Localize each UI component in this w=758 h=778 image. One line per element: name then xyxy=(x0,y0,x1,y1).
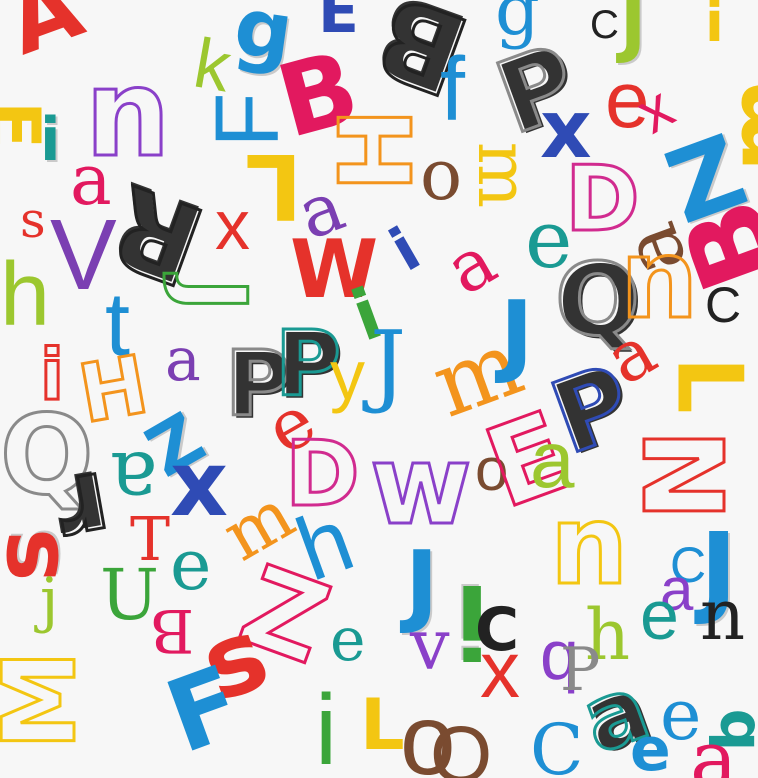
letter-e-glyph: e xyxy=(170,524,212,606)
letter-i-glyph: i xyxy=(705,0,724,54)
letter-u-glyph: U xyxy=(100,554,159,636)
letter-d-glyph: D xyxy=(564,147,642,252)
letter-h-glyph: h xyxy=(0,245,51,345)
letter-k-glyph: k xyxy=(188,23,237,107)
letter-a-glyph: a xyxy=(70,139,112,221)
letter-w-glyph: W xyxy=(290,223,379,316)
letter-c-glyph: C xyxy=(475,595,520,665)
letter-y-glyph: y xyxy=(330,336,365,414)
letter-v-glyph: v xyxy=(410,604,450,686)
letter-i-glyph: i xyxy=(40,105,61,175)
letter-j-glyph: J xyxy=(405,532,439,637)
letter-m-glyph: M xyxy=(0,649,99,752)
letter-c-glyph: C xyxy=(590,3,619,47)
letter-a-glyph: a xyxy=(530,415,575,504)
letter-w-glyph: w xyxy=(369,421,474,549)
letter-j-glyph: J xyxy=(158,277,266,314)
letter-e-glyph: e xyxy=(605,55,650,144)
letter-d-glyph: D xyxy=(284,422,362,527)
letter-e-glyph: e xyxy=(640,576,679,654)
letter-n-glyph: n xyxy=(700,574,746,656)
letter-s-glyph: s xyxy=(20,191,46,249)
letter-j-glyph: J xyxy=(620,0,647,66)
letter-p-glyph: P xyxy=(274,312,343,417)
letter-i-glyph: i xyxy=(315,674,338,778)
letter-s-glyph: s xyxy=(0,528,79,582)
letter-b-glyph: B xyxy=(150,595,195,665)
letter-a-glyph: a xyxy=(660,556,694,623)
letter-p-glyph: P xyxy=(224,332,293,437)
letter-c-glyph: C xyxy=(670,537,707,593)
letter-j-glyph: J xyxy=(500,282,534,387)
letter-x-glyph: x xyxy=(215,186,250,264)
letter-x-glyph: x xyxy=(540,83,592,176)
letter-x-glyph: x xyxy=(170,432,229,537)
letter-i-glyph: i xyxy=(39,334,66,416)
letter-p-glyph: P xyxy=(560,635,601,705)
letter-t-glyph: t xyxy=(105,275,131,375)
letter-e-glyph: e xyxy=(660,674,702,756)
letter-n-glyph: N xyxy=(621,427,752,522)
letter-t-glyph: T xyxy=(130,505,171,575)
letter-q-glyph: Q xyxy=(0,391,95,519)
letter-a-glyph: A xyxy=(0,0,96,76)
letter-j-glyph: j xyxy=(40,565,59,635)
letter-o-glyph: o xyxy=(420,134,463,216)
letter-n-glyph: n xyxy=(83,45,171,184)
letter-x-glyph: x xyxy=(480,625,520,714)
letter-g-glyph: g xyxy=(495,0,540,51)
letter-e-glyph: e xyxy=(525,193,573,286)
letter-e-glyph: E xyxy=(318,0,359,47)
letter-q-glyph: Q xyxy=(430,710,493,778)
letter-n-glyph: n xyxy=(548,481,629,609)
letter-e-glyph: e xyxy=(630,715,671,778)
letter-e-glyph: e xyxy=(330,605,366,675)
letter-j-glyph: J xyxy=(700,511,738,628)
letter-l-glyph: L xyxy=(656,356,758,414)
letter-a-glyph: a xyxy=(165,325,201,395)
letter-i-glyph: i xyxy=(378,214,432,286)
letter-o-glyph: o xyxy=(400,684,456,778)
letter-j-glyph: J xyxy=(370,312,407,417)
letter-h-glyph: H xyxy=(316,107,436,194)
letter-v-glyph: V xyxy=(50,199,117,311)
letter-f-glyph: f xyxy=(440,40,466,140)
letter-c-glyph: C xyxy=(705,277,742,333)
letter-h-glyph: h xyxy=(585,594,631,676)
letter-l-glyph: L xyxy=(360,684,405,766)
letter-a-glyph: a xyxy=(690,713,738,778)
letter-a-glyph: a xyxy=(432,219,510,311)
letter-c-glyph: C xyxy=(530,709,584,778)
letter-o-glyph: o xyxy=(475,436,509,503)
letter-q-glyph: Q xyxy=(553,241,641,358)
letter-q-glyph: q xyxy=(540,616,579,694)
